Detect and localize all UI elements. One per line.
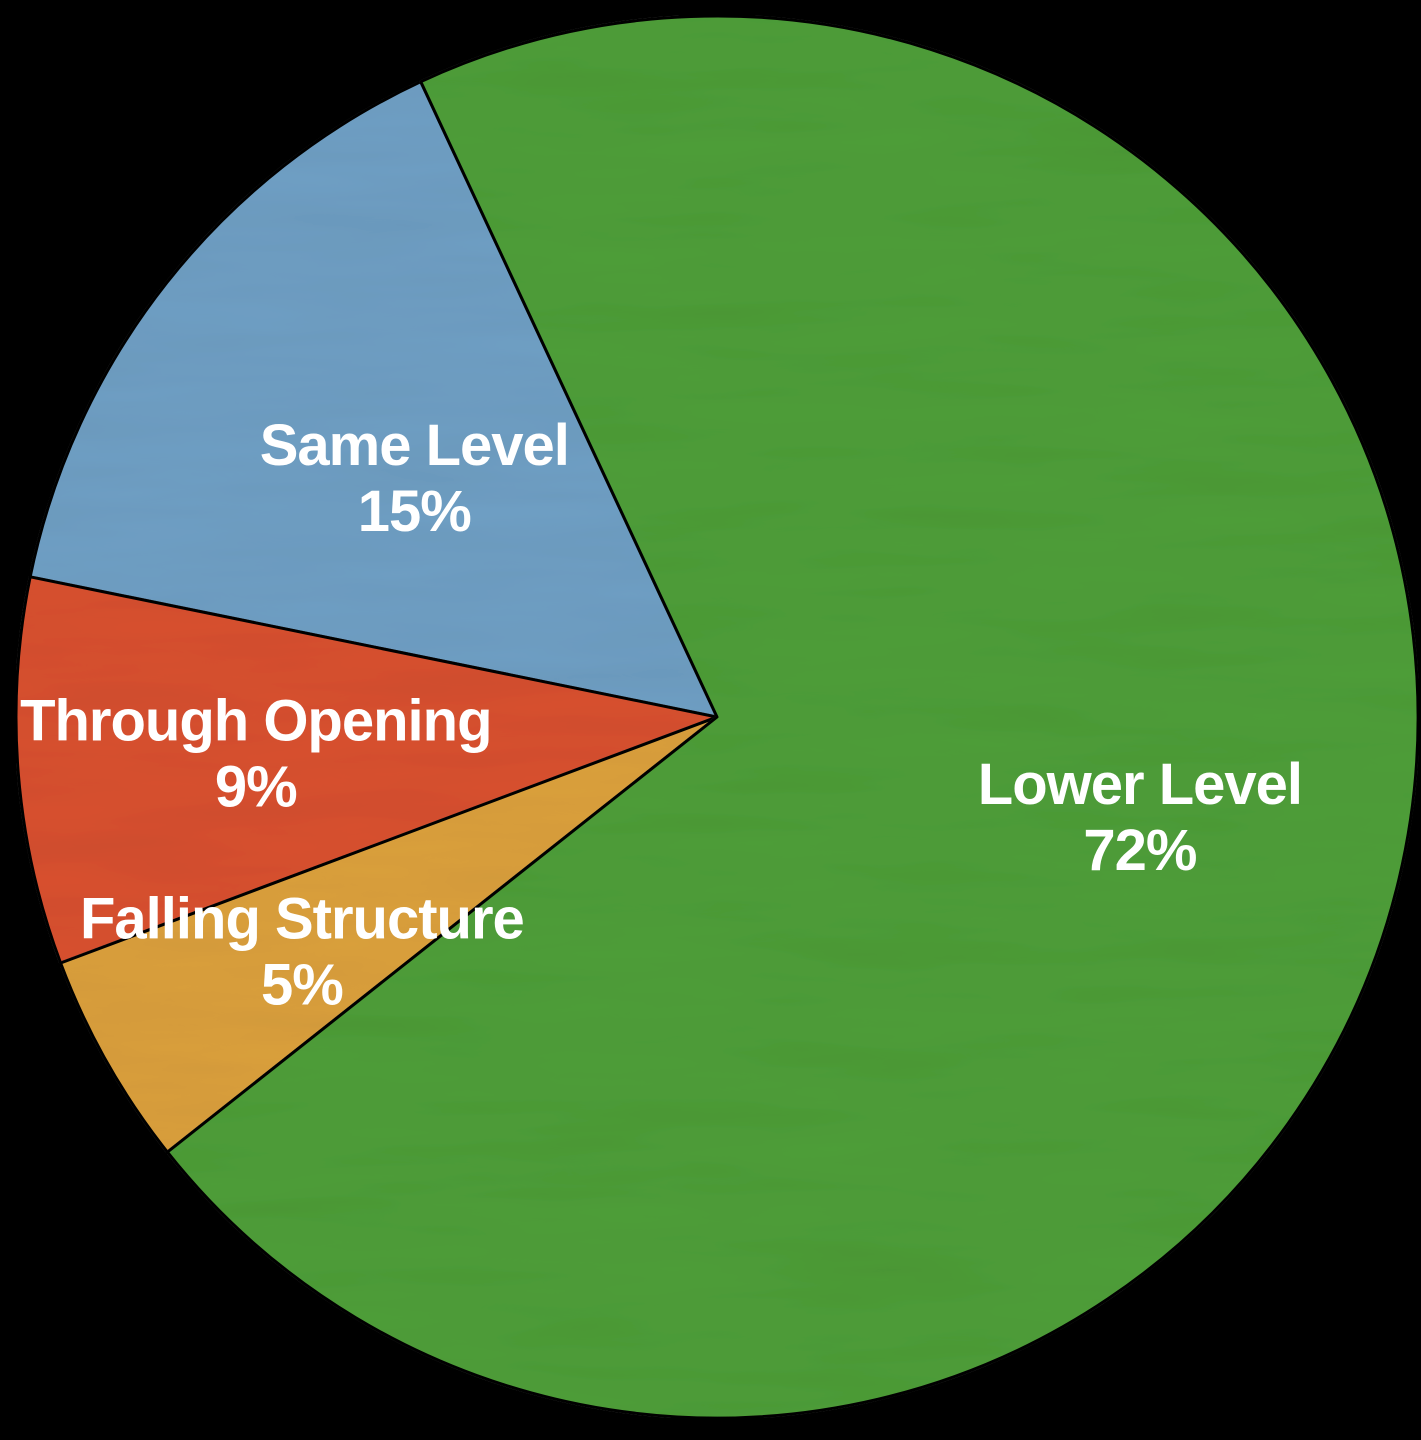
pie-slice-through-opening — [14, 575, 719, 965]
slice-value-label: 9% — [215, 754, 297, 819]
pie-slice-lower-level — [165, 14, 1420, 1420]
slice-label: Through Opening — [20, 688, 491, 753]
slice-value-label: 15% — [358, 479, 472, 544]
slice-label: Same Level — [260, 413, 569, 478]
slice-label: Falling Structure — [80, 886, 524, 951]
slice-value-label: 5% — [261, 952, 343, 1017]
slice-label: Lower Level — [978, 752, 1302, 817]
slices-layer — [14, 14, 1420, 1420]
pie-slice-falling-structure — [59, 715, 719, 1154]
slice-value-label: 72% — [1083, 818, 1197, 883]
pie-slice-same-level — [28, 80, 719, 719]
